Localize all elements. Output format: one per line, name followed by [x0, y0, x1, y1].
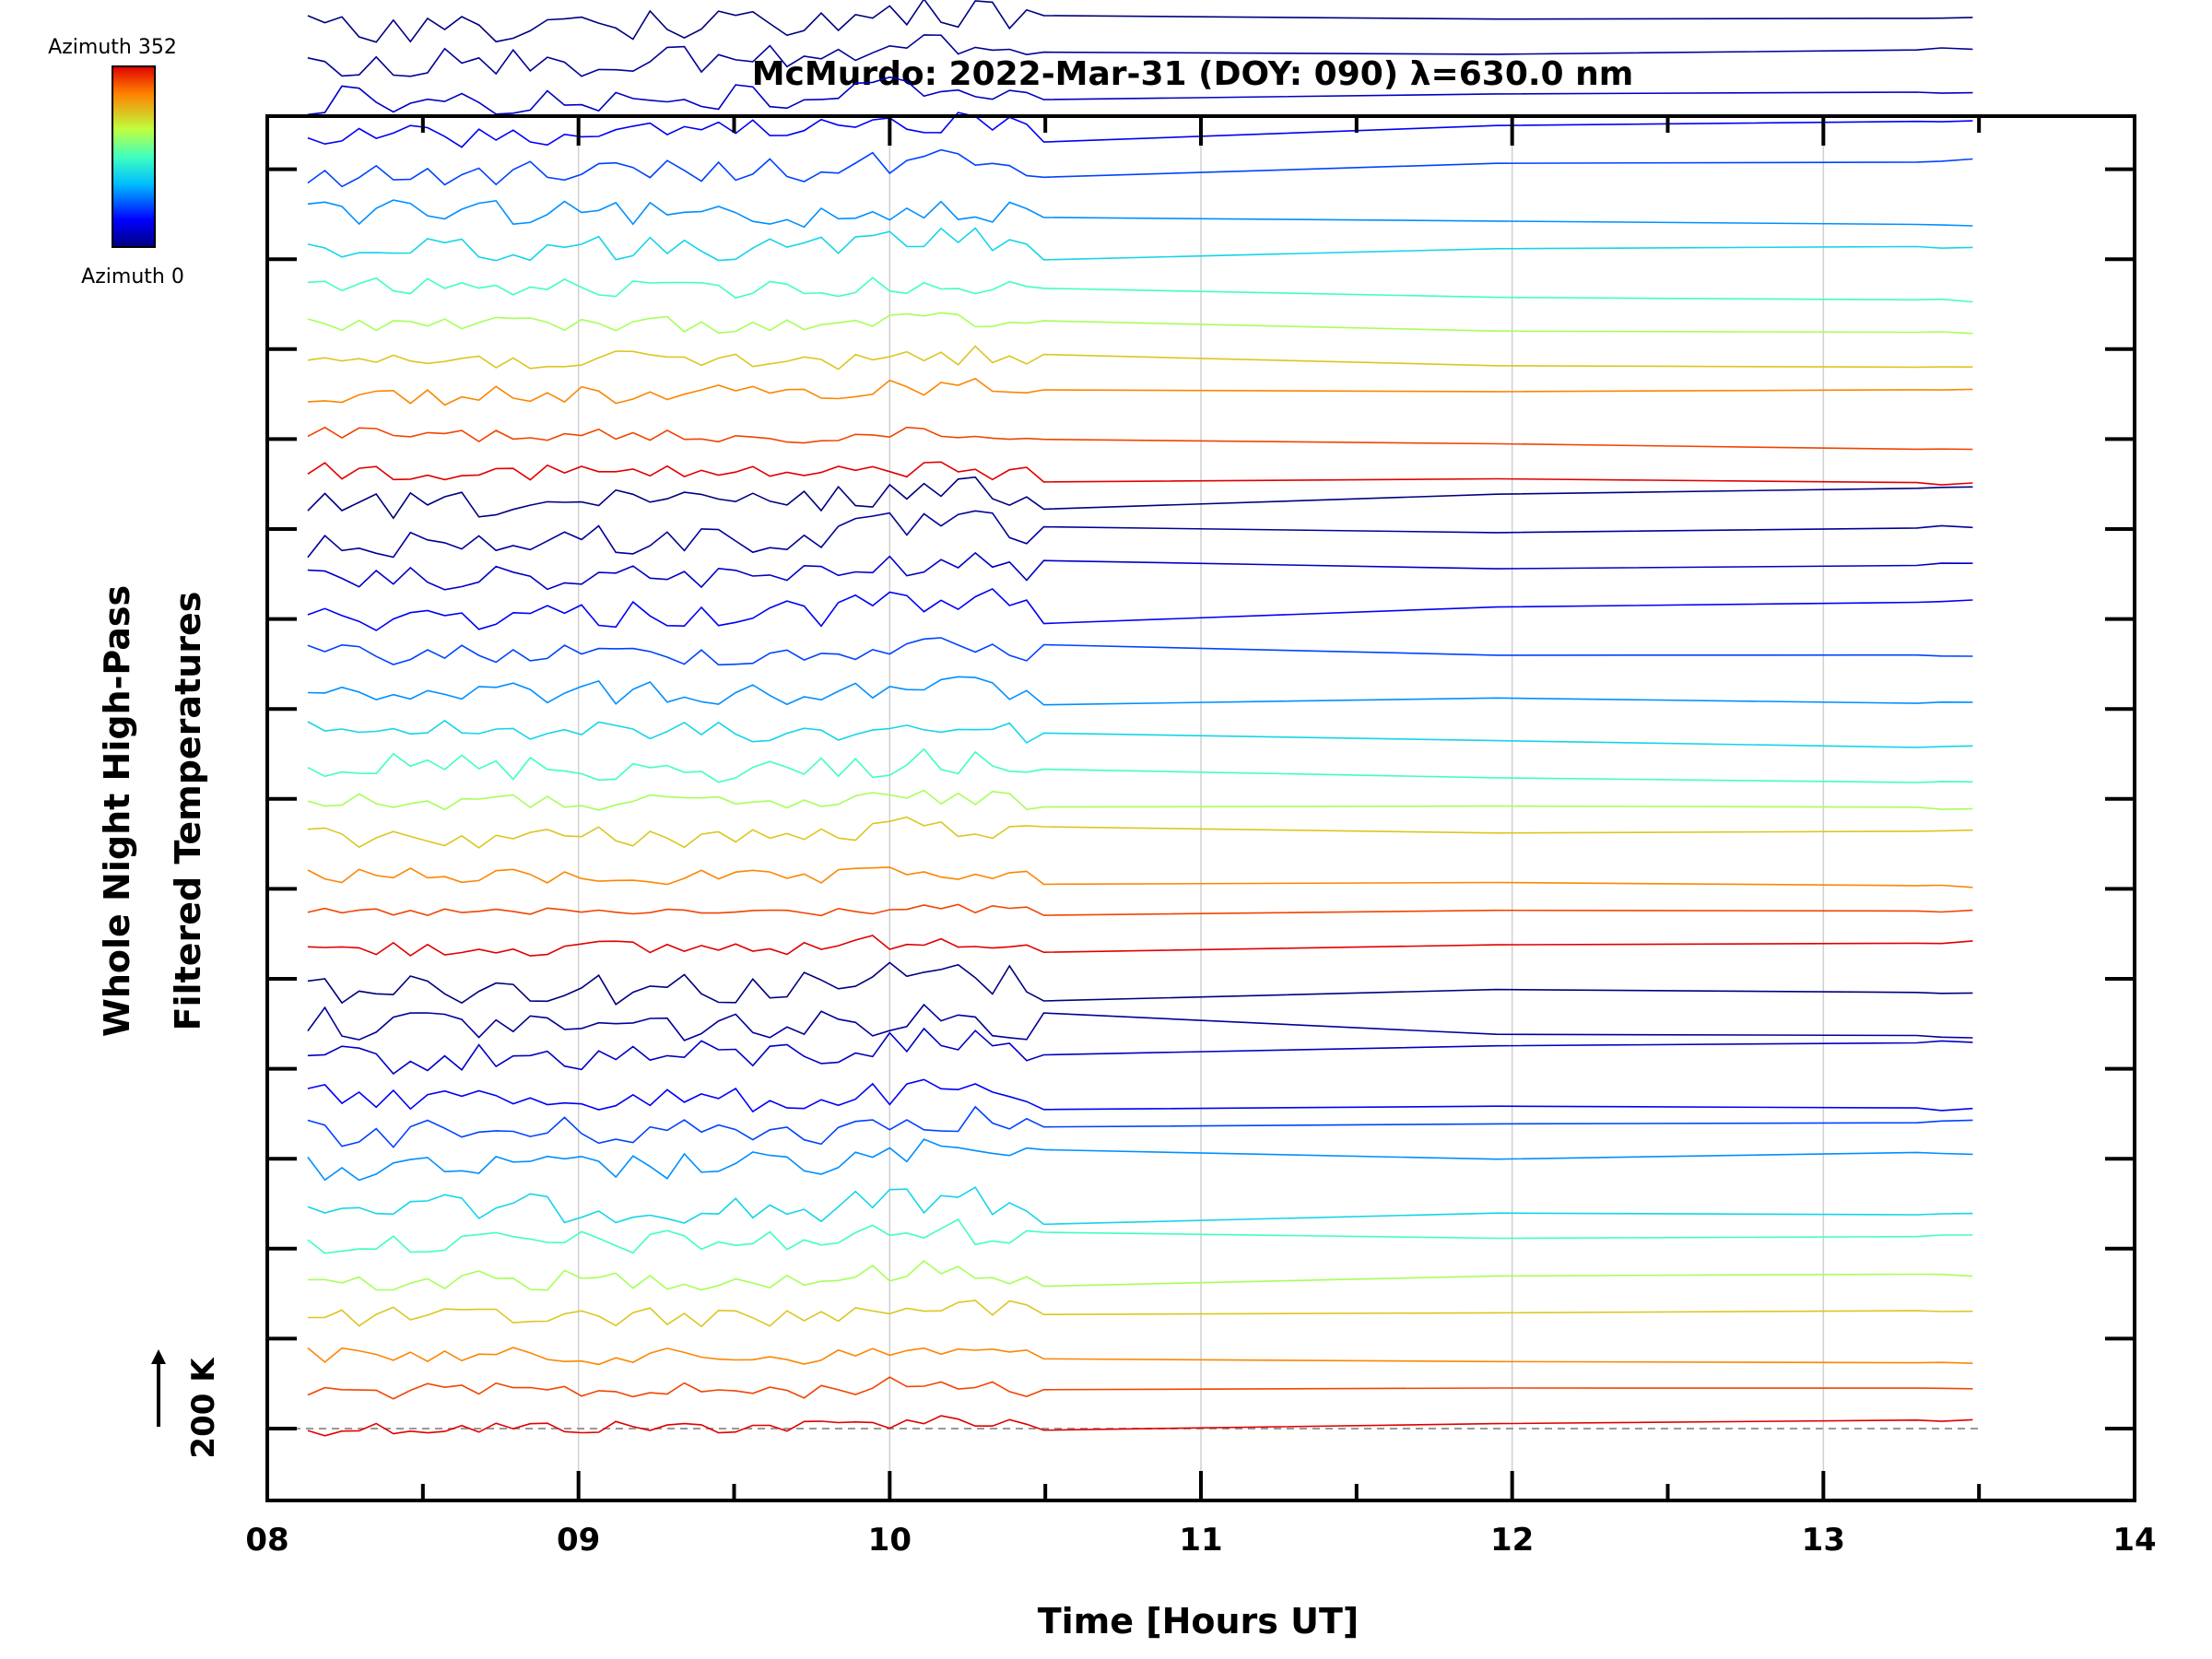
temperature-trace	[307, 747, 1973, 783]
y-axis-label-line2: Filtered Temperatures	[168, 592, 208, 1031]
chart-title: McMurdo: 2022-Mar-31 (DOY: 090) λ=630.0 …	[752, 55, 1634, 93]
x-tick-label: 14	[2112, 1522, 2156, 1559]
temperature-trace	[307, 1415, 1973, 1437]
temperature-trace	[307, 377, 1973, 406]
temperature-trace	[307, 199, 1973, 229]
temperature-trace	[307, 1376, 1973, 1400]
temperature-trace	[307, 0, 1973, 43]
temperature-trace	[307, 148, 1973, 188]
x-gridlines	[577, 116, 1825, 1500]
temperature-trace	[307, 476, 1973, 520]
temperature-trace	[307, 816, 1973, 849]
x-tick-label: 10	[868, 1522, 912, 1559]
scale-label: 200 K	[185, 1357, 222, 1459]
temperature-trace	[307, 227, 1973, 262]
temperature-trace	[307, 903, 1973, 917]
colorbar-top-label: Azimuth 352	[48, 36, 177, 59]
temperature-trace	[307, 1300, 1973, 1328]
temperature-trace	[307, 1105, 1973, 1148]
x-tick-label: 13	[1802, 1522, 1845, 1559]
x-axis-label: Time [Hours UT]	[1038, 1601, 1359, 1641]
temperature-traces	[307, 0, 1973, 1437]
x-tick-label: 12	[1490, 1522, 1534, 1559]
temperature-trace	[307, 112, 1973, 148]
temperature-trace	[307, 551, 1973, 591]
temperature-trace	[307, 587, 1973, 631]
y-axis-label-line1: Whole Night High-Pass	[97, 585, 137, 1037]
plot-area: 08 09 10 11 12 13 14	[245, 0, 2157, 1559]
temperature-trace	[307, 1078, 1973, 1113]
temperature-trace	[307, 345, 1973, 371]
x-tick-label: 08	[245, 1522, 288, 1559]
temperature-trace	[307, 76, 1973, 116]
temperature-trace	[307, 637, 1973, 666]
temperature-trace	[307, 719, 1973, 748]
temperature-trace	[307, 461, 1973, 486]
colorbar: Azimuth 352 Azimuth 0	[48, 36, 184, 288]
temperature-trace	[307, 34, 1973, 77]
temperature-trace	[307, 426, 1973, 451]
colorbar-gradient	[112, 65, 156, 248]
scale-indicator: 200 K	[151, 1349, 222, 1459]
temperature-trace	[307, 1027, 1973, 1076]
x-tick-labels: 08 09 10 11 12 13 14	[245, 1522, 2156, 1559]
temperature-trace	[307, 1347, 1973, 1366]
axis-ticks	[265, 116, 2136, 1500]
temperature-trace	[307, 312, 1973, 335]
x-tick-label: 11	[1179, 1522, 1222, 1559]
temperature-trace	[307, 866, 1973, 888]
temperature-trace	[307, 276, 1973, 303]
temperature-trace	[307, 935, 1973, 957]
scale-arrow-head	[151, 1349, 166, 1364]
temperature-trace	[307, 961, 1973, 1006]
temperature-trace	[307, 676, 1973, 706]
temperature-trace	[307, 789, 1973, 811]
temperature-trace	[307, 1138, 1973, 1182]
x-tick-label: 09	[557, 1522, 600, 1559]
temperature-trace	[307, 510, 1973, 559]
temperature-trace	[307, 1218, 1973, 1254]
temperature-trace	[307, 1003, 1973, 1041]
colorbar-bottom-label: Azimuth 0	[81, 265, 184, 288]
temperature-trace	[307, 1259, 1973, 1291]
temperature-trace	[307, 1186, 1973, 1226]
